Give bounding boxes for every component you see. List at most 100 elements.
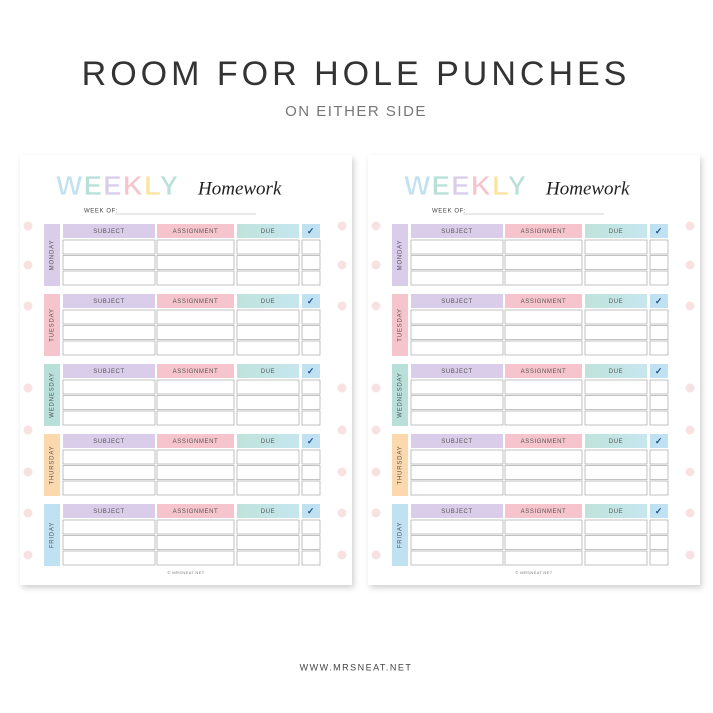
entry-box (301, 309, 321, 325)
entry-box (62, 480, 156, 496)
punch-hole (371, 550, 381, 560)
entry-box (584, 325, 648, 340)
punch-hole (23, 383, 33, 393)
column-header-label: ASSIGNMENT (521, 299, 567, 305)
entry-box (649, 379, 669, 395)
entry-box (156, 550, 235, 566)
punch-hole (23, 260, 33, 270)
column-header-label: DUE (609, 509, 623, 515)
column-header-label: ✓ (307, 366, 315, 376)
entry-box (504, 325, 583, 340)
entry-box (236, 309, 300, 325)
entry-box (156, 395, 235, 410)
entry-box (62, 535, 156, 550)
entry-box (410, 395, 504, 410)
column-header (63, 504, 155, 518)
column-header-label: ✓ (655, 366, 663, 376)
entry-box (62, 465, 156, 480)
column-header (505, 434, 582, 448)
punch-hole (23, 508, 33, 518)
column-header (63, 434, 155, 448)
punch-hole (337, 221, 347, 231)
entry-box (156, 379, 235, 395)
entry-box (156, 535, 235, 550)
day-label: FRIDAY (50, 522, 56, 548)
column-header (237, 224, 299, 238)
entry-box (504, 535, 583, 550)
column-header-label: ✓ (307, 506, 315, 516)
day-label: TUESDAY (50, 308, 56, 342)
entry-box (236, 465, 300, 480)
punch-hole (23, 425, 33, 435)
day-label: FRIDAY (398, 522, 404, 548)
punch-hole (23, 550, 33, 560)
column-header (237, 434, 299, 448)
day-tab (44, 224, 60, 286)
column-header-label: SUBJECT (441, 509, 473, 515)
column-header (505, 504, 582, 518)
entry-box (236, 395, 300, 410)
entry-box (301, 239, 321, 255)
day-tab (392, 504, 408, 566)
column-header-label: ASSIGNMENT (173, 439, 219, 445)
column-header-label: ✓ (307, 296, 315, 306)
column-header-label: DUE (261, 439, 275, 445)
entry-box (584, 395, 648, 410)
entry-box (62, 449, 156, 465)
column-header-label: ASSIGNMENT (521, 439, 567, 445)
column-header (650, 504, 668, 518)
entry-box (301, 270, 321, 286)
entry-box (584, 239, 648, 255)
entry-box (410, 309, 504, 325)
entry-box (156, 465, 235, 480)
punch-hole (371, 301, 381, 311)
entry-box (649, 309, 669, 325)
column-header-label: ASSIGNMENT (521, 509, 567, 515)
entry-box (156, 480, 235, 496)
column-header-label: ASSIGNMENT (173, 369, 219, 375)
entry-box (649, 465, 669, 480)
entry-box (156, 519, 235, 535)
title-letter: L (144, 170, 161, 201)
day-tab (392, 434, 408, 496)
title-letter: K (123, 170, 144, 201)
title-letter: Y (160, 170, 180, 201)
entry-box (410, 465, 504, 480)
day-tab (44, 504, 60, 566)
planner-sheet: WEEKLY Homework WEEK OF: MONDAY SUBJECT ASSIG… (368, 155, 700, 585)
column-header-label: SUBJECT (93, 509, 125, 515)
entry-box (410, 519, 504, 535)
column-header-label: ✓ (655, 296, 663, 306)
entry-box (62, 270, 156, 286)
entry-box (156, 239, 235, 255)
day-tab (392, 364, 408, 426)
day-label: THURSDAY (50, 446, 56, 485)
entry-box (301, 255, 321, 270)
column-header-label: DUE (609, 299, 623, 305)
column-header (505, 224, 582, 238)
entry-box (62, 255, 156, 270)
punch-hole (337, 383, 347, 393)
entry-box (156, 270, 235, 286)
column-header (302, 294, 320, 308)
column-header (157, 504, 234, 518)
entry-box (584, 465, 648, 480)
column-header-label: DUE (609, 229, 623, 235)
title-letter: K (471, 170, 492, 201)
column-header (585, 364, 647, 378)
title-script: Homework (197, 178, 282, 199)
punch-hole (337, 467, 347, 477)
week-of-label: WEEK OF: (84, 209, 118, 215)
column-header (63, 224, 155, 238)
entry-box (301, 410, 321, 426)
punch-hole (337, 301, 347, 311)
entry-box (301, 519, 321, 535)
entry-box (649, 239, 669, 255)
entry-box (62, 395, 156, 410)
title-word: WEEKLY (404, 170, 527, 201)
column-header (237, 364, 299, 378)
entry-box (301, 465, 321, 480)
entry-box (62, 379, 156, 395)
entry-box (236, 535, 300, 550)
column-header-label: DUE (609, 369, 623, 375)
